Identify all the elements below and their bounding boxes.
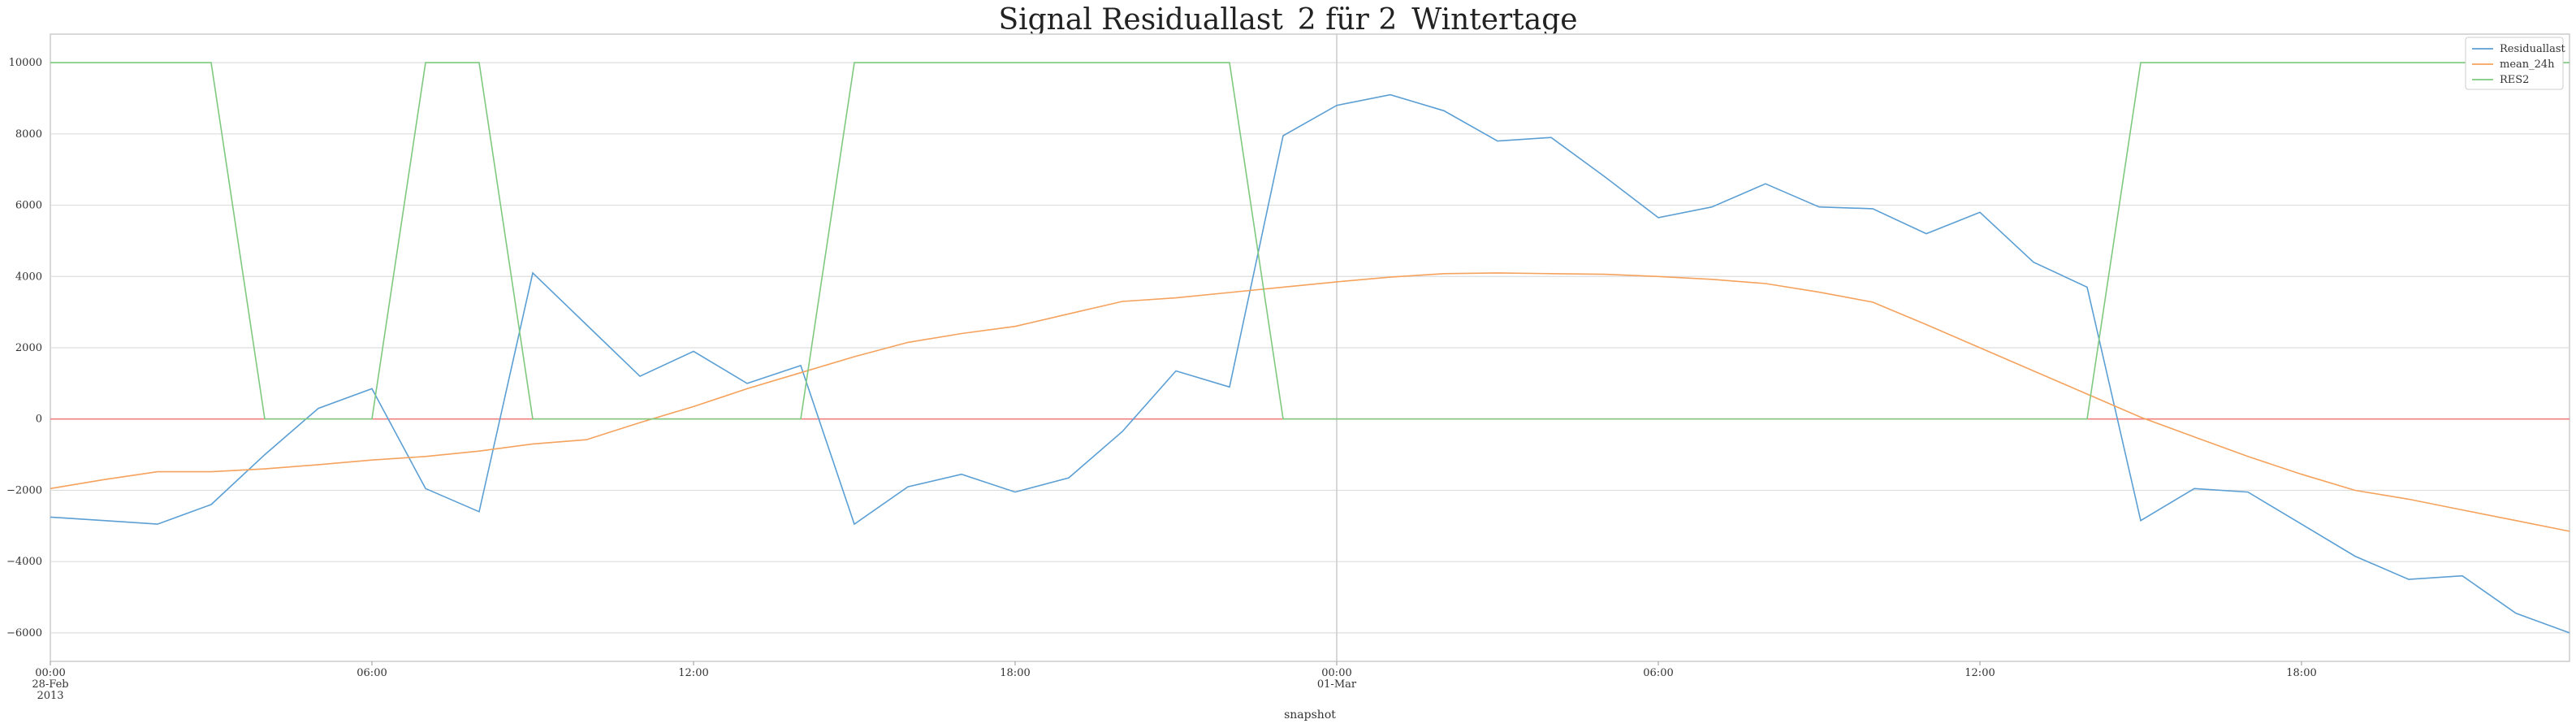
x-tick-label: 28-Feb [32,678,68,691]
x-tick-label: 06:00 [357,667,387,679]
y-tick-label: −6000 [6,627,42,639]
y-tick-label: 2000 [15,342,42,354]
legend-label: RES2 [2500,74,2529,86]
series-lines [50,62,2570,634]
x-tick-label: 00:00 [1321,667,1351,679]
legend-box [2465,37,2564,90]
legend: Residuallast mean_24h RES2 [2465,37,2565,90]
y-tick-label: −4000 [6,556,42,568]
x-tick-label: 18:00 [1000,667,1030,679]
chart-title: Signal Residuallast_2 für 2_Wintertage [998,3,1578,37]
y-tick-label: −2000 [6,484,42,496]
x-tick-label: 18:00 [2286,667,2316,679]
x-tick-label: 2013 [37,690,63,702]
x-tick-label: 06:00 [1643,667,1673,679]
y-tick-labels: −6000 −4000 −2000 0 2000 4000 6000 8000 10000 [6,57,42,639]
y-tick-label: 8000 [15,128,42,141]
x-tick-label: 12:00 [678,667,708,679]
series-line-residuallast [50,93,2570,634]
legend-label: Residuallast [2500,43,2565,55]
y-tick-label: 4000 [15,271,42,283]
x-tick-label: 12:00 [1964,667,1995,679]
series-line-mean-24h [50,272,2570,532]
x-tick-label: 01-Mar [1317,678,1357,691]
y-tick-label: 6000 [15,200,42,212]
legend-label: mean_24h [2500,58,2555,71]
series-line-res2 [50,62,2570,420]
y-tick-label: 0 [36,414,42,426]
x-tick-label: 00:00 [35,667,65,679]
x-axis-label: snapshot [1284,708,1336,722]
y-tick-label: 10000 [9,57,42,69]
